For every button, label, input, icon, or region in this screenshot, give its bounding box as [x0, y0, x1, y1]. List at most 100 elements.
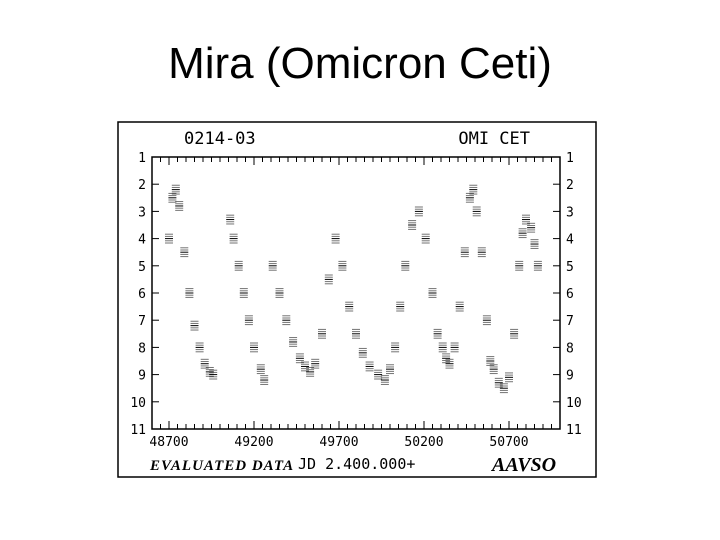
- data-point: [421, 233, 430, 244]
- x-axis-label: JD 2.400.000+: [298, 455, 415, 473]
- data-point: [190, 320, 199, 331]
- data-point: [450, 342, 459, 353]
- data-point: [205, 366, 214, 377]
- y-tick-label-left: 10: [130, 396, 146, 411]
- chart-outer-border: [117, 121, 597, 478]
- header-right-label: OMI CET: [458, 129, 530, 149]
- data-point: [289, 337, 298, 347]
- data-point: [401, 260, 410, 271]
- y-tick-label-left: 11: [130, 423, 146, 438]
- data-point: [180, 247, 189, 258]
- data-point: [282, 315, 291, 326]
- y-tick-label-right: 10: [566, 396, 582, 411]
- data-point: [209, 369, 218, 380]
- data-point: [175, 201, 184, 211]
- data-point: [391, 342, 400, 353]
- data-point: [380, 375, 389, 385]
- data-point: [433, 328, 442, 339]
- y-tick-label-right: 5: [566, 260, 574, 275]
- data-point: [530, 239, 539, 249]
- data-point: [469, 184, 478, 195]
- data-point: [442, 353, 451, 364]
- data-point: [428, 288, 437, 298]
- data-point: [185, 288, 194, 298]
- x-tick-label: 50200: [404, 435, 443, 450]
- slide-title: Mira (Omicron Ceti): [168, 39, 552, 88]
- y-tick-label-right: 6: [566, 287, 574, 302]
- data-point: [374, 369, 383, 380]
- data-point: [522, 214, 530, 225]
- data-point: [301, 361, 309, 372]
- footer-left-label: EVALUATED DATA: [149, 458, 294, 474]
- x-tick-label: 48700: [149, 435, 188, 450]
- y-tick-label-right: 7: [566, 314, 574, 329]
- data-point: [510, 328, 519, 339]
- x-tick-label: 49200: [234, 435, 273, 450]
- y-tick-label-left: 2: [138, 178, 146, 193]
- data-point: [460, 247, 469, 258]
- data-point: [345, 301, 354, 312]
- y-tick-label-right: 3: [566, 205, 574, 220]
- y-tick-label-left: 5: [138, 260, 146, 275]
- data-point: [306, 366, 315, 377]
- y-tick-label-left: 3: [138, 205, 146, 220]
- data-point: [260, 375, 269, 385]
- data-point: [195, 342, 204, 353]
- y-tick-label-left: 9: [138, 369, 146, 384]
- y-tick-label-right: 2: [566, 178, 574, 193]
- data-point: [165, 233, 173, 244]
- data-point: [168, 192, 177, 203]
- y-tick-label-left: 8: [138, 341, 146, 356]
- data-point: [505, 372, 513, 383]
- data-point: [438, 342, 447, 353]
- data-point: [499, 383, 508, 394]
- data-point: [396, 301, 405, 312]
- header-left-label: 0214-03: [184, 129, 256, 149]
- data-point: [229, 233, 238, 244]
- data-point: [482, 315, 491, 326]
- data-point: [200, 358, 209, 369]
- data-point: [472, 206, 481, 217]
- data-point: [244, 315, 253, 326]
- data-point: [268, 260, 277, 271]
- data-point: [275, 288, 284, 298]
- data-point: [358, 347, 367, 358]
- footer-right-label: AAVSO: [490, 454, 556, 476]
- y-tick-label-left: 6: [138, 287, 146, 302]
- y-tick-label-right: 11: [566, 423, 582, 438]
- data-point: [318, 328, 326, 339]
- data-point: [324, 274, 333, 285]
- y-tick-label-left: 7: [138, 314, 146, 329]
- data-point: [515, 260, 524, 271]
- x-tick-label: 49700: [319, 435, 358, 450]
- data-point: [234, 260, 243, 271]
- data-point: [171, 184, 180, 195]
- data-point: [489, 364, 498, 375]
- data-point: [477, 247, 486, 258]
- data-point: [256, 364, 265, 375]
- data-point: [408, 220, 417, 230]
- plot-frame: [151, 156, 561, 430]
- y-tick-label-left: 1: [138, 151, 146, 166]
- y-tick-label-right: 1: [566, 151, 574, 166]
- data-point: [311, 358, 320, 369]
- data-point: [250, 342, 258, 353]
- data-point: [331, 233, 340, 244]
- y-tick-label-left: 4: [138, 233, 146, 248]
- data-point: [445, 358, 454, 369]
- y-tick-label-right: 4: [566, 233, 574, 248]
- y-tick-label-right: 9: [566, 369, 574, 384]
- data-point: [352, 328, 360, 339]
- data-point: [527, 222, 536, 233]
- data-point: [465, 192, 474, 203]
- data-point: [226, 214, 235, 225]
- marks-layer: [165, 184, 542, 394]
- data-point: [486, 356, 495, 366]
- data-point: [518, 228, 527, 239]
- data-point: [365, 361, 374, 372]
- x-tick-label: 50700: [489, 435, 528, 450]
- data-point: [386, 364, 394, 375]
- data-point: [338, 260, 347, 271]
